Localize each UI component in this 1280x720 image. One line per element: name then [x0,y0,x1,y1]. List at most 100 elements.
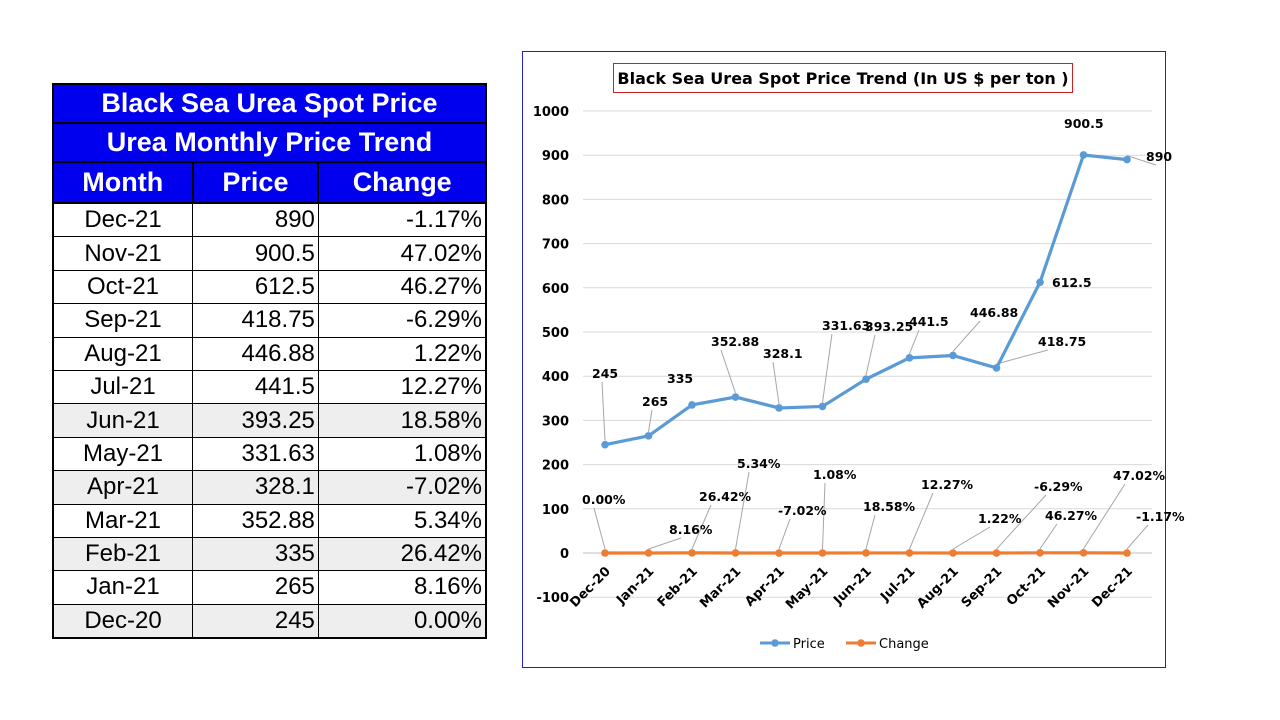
cell-month: Mar-21 [52,503,193,538]
leader-line [648,537,682,550]
price-point [601,440,609,449]
x-tick-label: Jan-21 [613,564,657,608]
table-row: Dec-20 245 0.00% [52,603,487,639]
x-tick-label: Aug-21 [914,564,961,611]
price-data-label: 446.88 [970,305,1018,320]
cell-change: 0.00% [317,603,487,639]
change-point [949,549,957,557]
chart-frame [522,51,1166,668]
chart-title: Black Sea Urea Spot Price Trend (In US $… [613,63,1073,93]
header-month: Month [52,161,194,204]
table-row: Jan-21 265 8.16% [52,570,487,605]
cell-price: 612.5 [192,269,319,305]
cell-price: 335 [192,536,319,572]
cell-price: 900.5 [192,236,319,271]
table-row: Feb-21 335 26.42% [52,536,487,572]
leader-line [996,494,1047,550]
x-tick-label: Dec-21 [1089,564,1136,611]
table-row: Jul-21 441.5 12.27% [52,369,487,405]
x-tick-label: Oct-21 [1004,564,1049,609]
leader-line [648,409,653,432]
y-tick-label: 0 [560,547,569,562]
leader-line [1083,483,1126,550]
change-point [818,549,827,557]
table-row: Apr-21 328.1 -7.02% [52,470,487,505]
price-data-label: 441.5 [909,314,949,329]
price-data-label: 612.5 [1052,275,1092,290]
cell-price: 328.1 [192,470,319,505]
price-point [731,393,740,401]
change-point [601,549,609,557]
table-row: Dec-21 890 -1.17% [52,202,487,238]
y-tick-label: 300 [542,414,569,429]
x-tick-label: Sep-21 [959,564,1006,611]
y-tick-label: 1000 [533,105,569,120]
table-title: Black Sea Urea Spot Price [52,83,487,124]
leader-line [593,507,606,550]
price-data-label: 328.1 [763,346,803,361]
price-data-label: 335 [667,371,693,386]
leader-line [1126,524,1149,550]
cell-price: 441.5 [192,369,319,405]
leader-line [720,349,736,394]
y-tick-label: 500 [542,326,569,341]
change-point [905,549,914,557]
leader-line [778,518,791,550]
leader-line [1126,155,1157,166]
change-point [688,549,696,557]
price-line [604,153,1128,447]
x-tick-label: Feb-21 [655,564,701,610]
price-point [905,354,914,362]
cell-change: -6.29% [317,303,487,338]
table-row: May-21 331.63 1.08% [52,436,487,472]
leader-line [909,329,920,355]
cell-price: 265 [192,570,319,605]
leader-line [996,349,1049,365]
cell-price: 446.88 [192,336,319,371]
x-tick-label: Jun-21 [830,564,874,608]
cell-price: 245 [192,603,319,639]
price-point [644,432,653,440]
cell-price: 393.25 [192,403,319,438]
cell-month: Oct-21 [52,269,193,305]
leader-line [952,526,991,550]
change-point [1123,549,1131,557]
cell-month: Jan-21 [52,570,193,605]
change-data-label: -1.17% [1136,509,1185,524]
x-tick-label: Apr-21 [742,564,787,609]
price-point [818,402,827,411]
price-data-label: 890 [1146,149,1172,164]
x-tick-label: Dec-20 [567,564,614,611]
cell-change: 12.27% [317,369,487,405]
leader-line [735,471,750,550]
price-table: Black Sea Urea Spot Price Urea Monthly P… [52,83,487,640]
cell-month: Apr-21 [52,470,193,505]
change-data-label: 18.58% [863,499,916,514]
table-row: Nov-21 900.5 47.02% [52,236,487,271]
x-tick-label: Jul-21 [877,564,918,605]
cell-change: 18.58% [317,403,487,438]
change-point [1036,548,1044,557]
table-subtitle: Urea Monthly Price Trend [52,122,487,163]
cell-month: Jul-21 [52,369,193,405]
price-data-label: 331.63 [822,318,870,333]
y-tick-label: 700 [542,238,569,253]
change-point [644,549,653,557]
legend-label: Price [793,637,825,652]
price-point [1036,278,1044,287]
leader-line [822,333,833,403]
x-tick-label: Mar-21 [697,564,744,611]
change-data-label: 1.22% [978,511,1022,526]
cell-price: 352.88 [192,503,319,538]
y-tick-label: 900 [542,149,569,164]
table-row: Oct-21 612.5 46.27% [52,269,487,305]
price-data-label: 265 [642,394,668,409]
cell-price: 331.63 [192,436,319,472]
price-data-label: 900.5 [1064,116,1104,131]
cell-month: Feb-21 [52,536,193,572]
price-data-label: 245 [592,366,618,381]
price-data-label: 418.75 [1038,334,1086,349]
price-point [949,351,957,360]
legend-marker [771,639,779,647]
